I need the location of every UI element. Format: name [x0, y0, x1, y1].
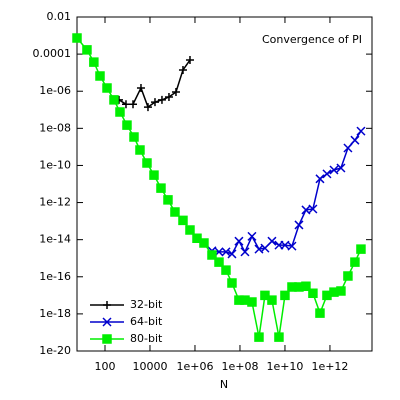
- point: [95, 71, 105, 81]
- point: [163, 195, 173, 205]
- point: [129, 132, 139, 142]
- point: [356, 244, 366, 254]
- point: [221, 265, 231, 275]
- point: [315, 174, 325, 184]
- point: [89, 57, 99, 67]
- x-axis-label: N: [220, 378, 228, 391]
- legend-marker: [102, 317, 112, 327]
- x-tick-label: 10000: [132, 360, 167, 373]
- x-tick-label: 100: [94, 360, 115, 373]
- point: [294, 220, 304, 230]
- point: [142, 158, 152, 168]
- point: [247, 297, 257, 307]
- point: [322, 290, 332, 301]
- point: [343, 271, 353, 281]
- point: [170, 207, 180, 217]
- point: [227, 249, 237, 259]
- point: [72, 33, 82, 43]
- point: [343, 143, 353, 153]
- y-tick-label: 1e-06: [39, 84, 71, 97]
- point: [260, 243, 270, 253]
- point: [149, 170, 159, 180]
- point: [308, 288, 318, 298]
- point: [214, 257, 224, 267]
- point: [102, 83, 112, 93]
- point: [322, 169, 332, 179]
- point: [240, 247, 250, 257]
- point: [199, 238, 209, 248]
- point: [274, 332, 284, 342]
- point: [109, 95, 119, 105]
- y-tick-label: 1e-20: [39, 344, 71, 357]
- series-line: [211, 130, 362, 255]
- point: [350, 257, 360, 267]
- point: [143, 103, 152, 112]
- y-tick-label: 1e-08: [39, 121, 71, 134]
- x-tick-label: 1e+10: [266, 360, 303, 373]
- point: [280, 290, 290, 301]
- point: [294, 282, 304, 292]
- legend-label: 32-bit: [130, 298, 163, 311]
- point: [185, 225, 195, 235]
- point: [227, 278, 237, 288]
- point: [221, 247, 231, 257]
- point: [356, 126, 366, 136]
- legend-label: 80-bit: [130, 332, 163, 345]
- y-tick-label: 1e-16: [39, 270, 71, 283]
- point: [150, 98, 159, 107]
- point: [157, 95, 166, 104]
- point: [82, 45, 92, 55]
- x-tick-label: 1e+06: [176, 360, 213, 373]
- point: [267, 236, 277, 246]
- point: [350, 135, 360, 145]
- point: [254, 332, 264, 342]
- y-tick-label: 0.0001: [33, 47, 72, 60]
- y-tick-label: 1e-10: [39, 158, 71, 171]
- y-tick-label: 1e-18: [39, 307, 71, 320]
- point: [287, 241, 297, 251]
- point: [185, 56, 194, 65]
- point: [329, 165, 339, 175]
- point: [329, 287, 339, 297]
- point: [115, 107, 125, 117]
- point: [247, 231, 257, 241]
- point: [178, 65, 187, 74]
- point: [129, 100, 138, 109]
- point: [122, 120, 132, 130]
- point: [315, 308, 325, 318]
- y-tick-label: 0.01: [47, 10, 72, 23]
- legend-marker: [103, 301, 111, 309]
- y-tick-label: 1e-14: [39, 233, 71, 246]
- chart-title: Convergence of PI: [262, 33, 362, 46]
- point: [280, 240, 290, 250]
- plot-frame: [76, 16, 373, 352]
- point: [336, 163, 346, 173]
- legend-marker: [102, 334, 112, 344]
- x-tick-label: 1e+12: [311, 360, 348, 373]
- point: [164, 92, 173, 101]
- point: [156, 183, 166, 193]
- point: [267, 295, 277, 305]
- x-tick-label: 1e+08: [221, 360, 258, 373]
- y-tick-label: 1e-12: [39, 196, 71, 209]
- point: [308, 204, 318, 214]
- point: [121, 100, 130, 109]
- point: [234, 236, 244, 246]
- point: [135, 145, 145, 155]
- point: [336, 286, 346, 296]
- point: [178, 215, 188, 226]
- point: [136, 83, 145, 92]
- point: [171, 87, 180, 96]
- legend-label: 64-bit: [130, 315, 163, 328]
